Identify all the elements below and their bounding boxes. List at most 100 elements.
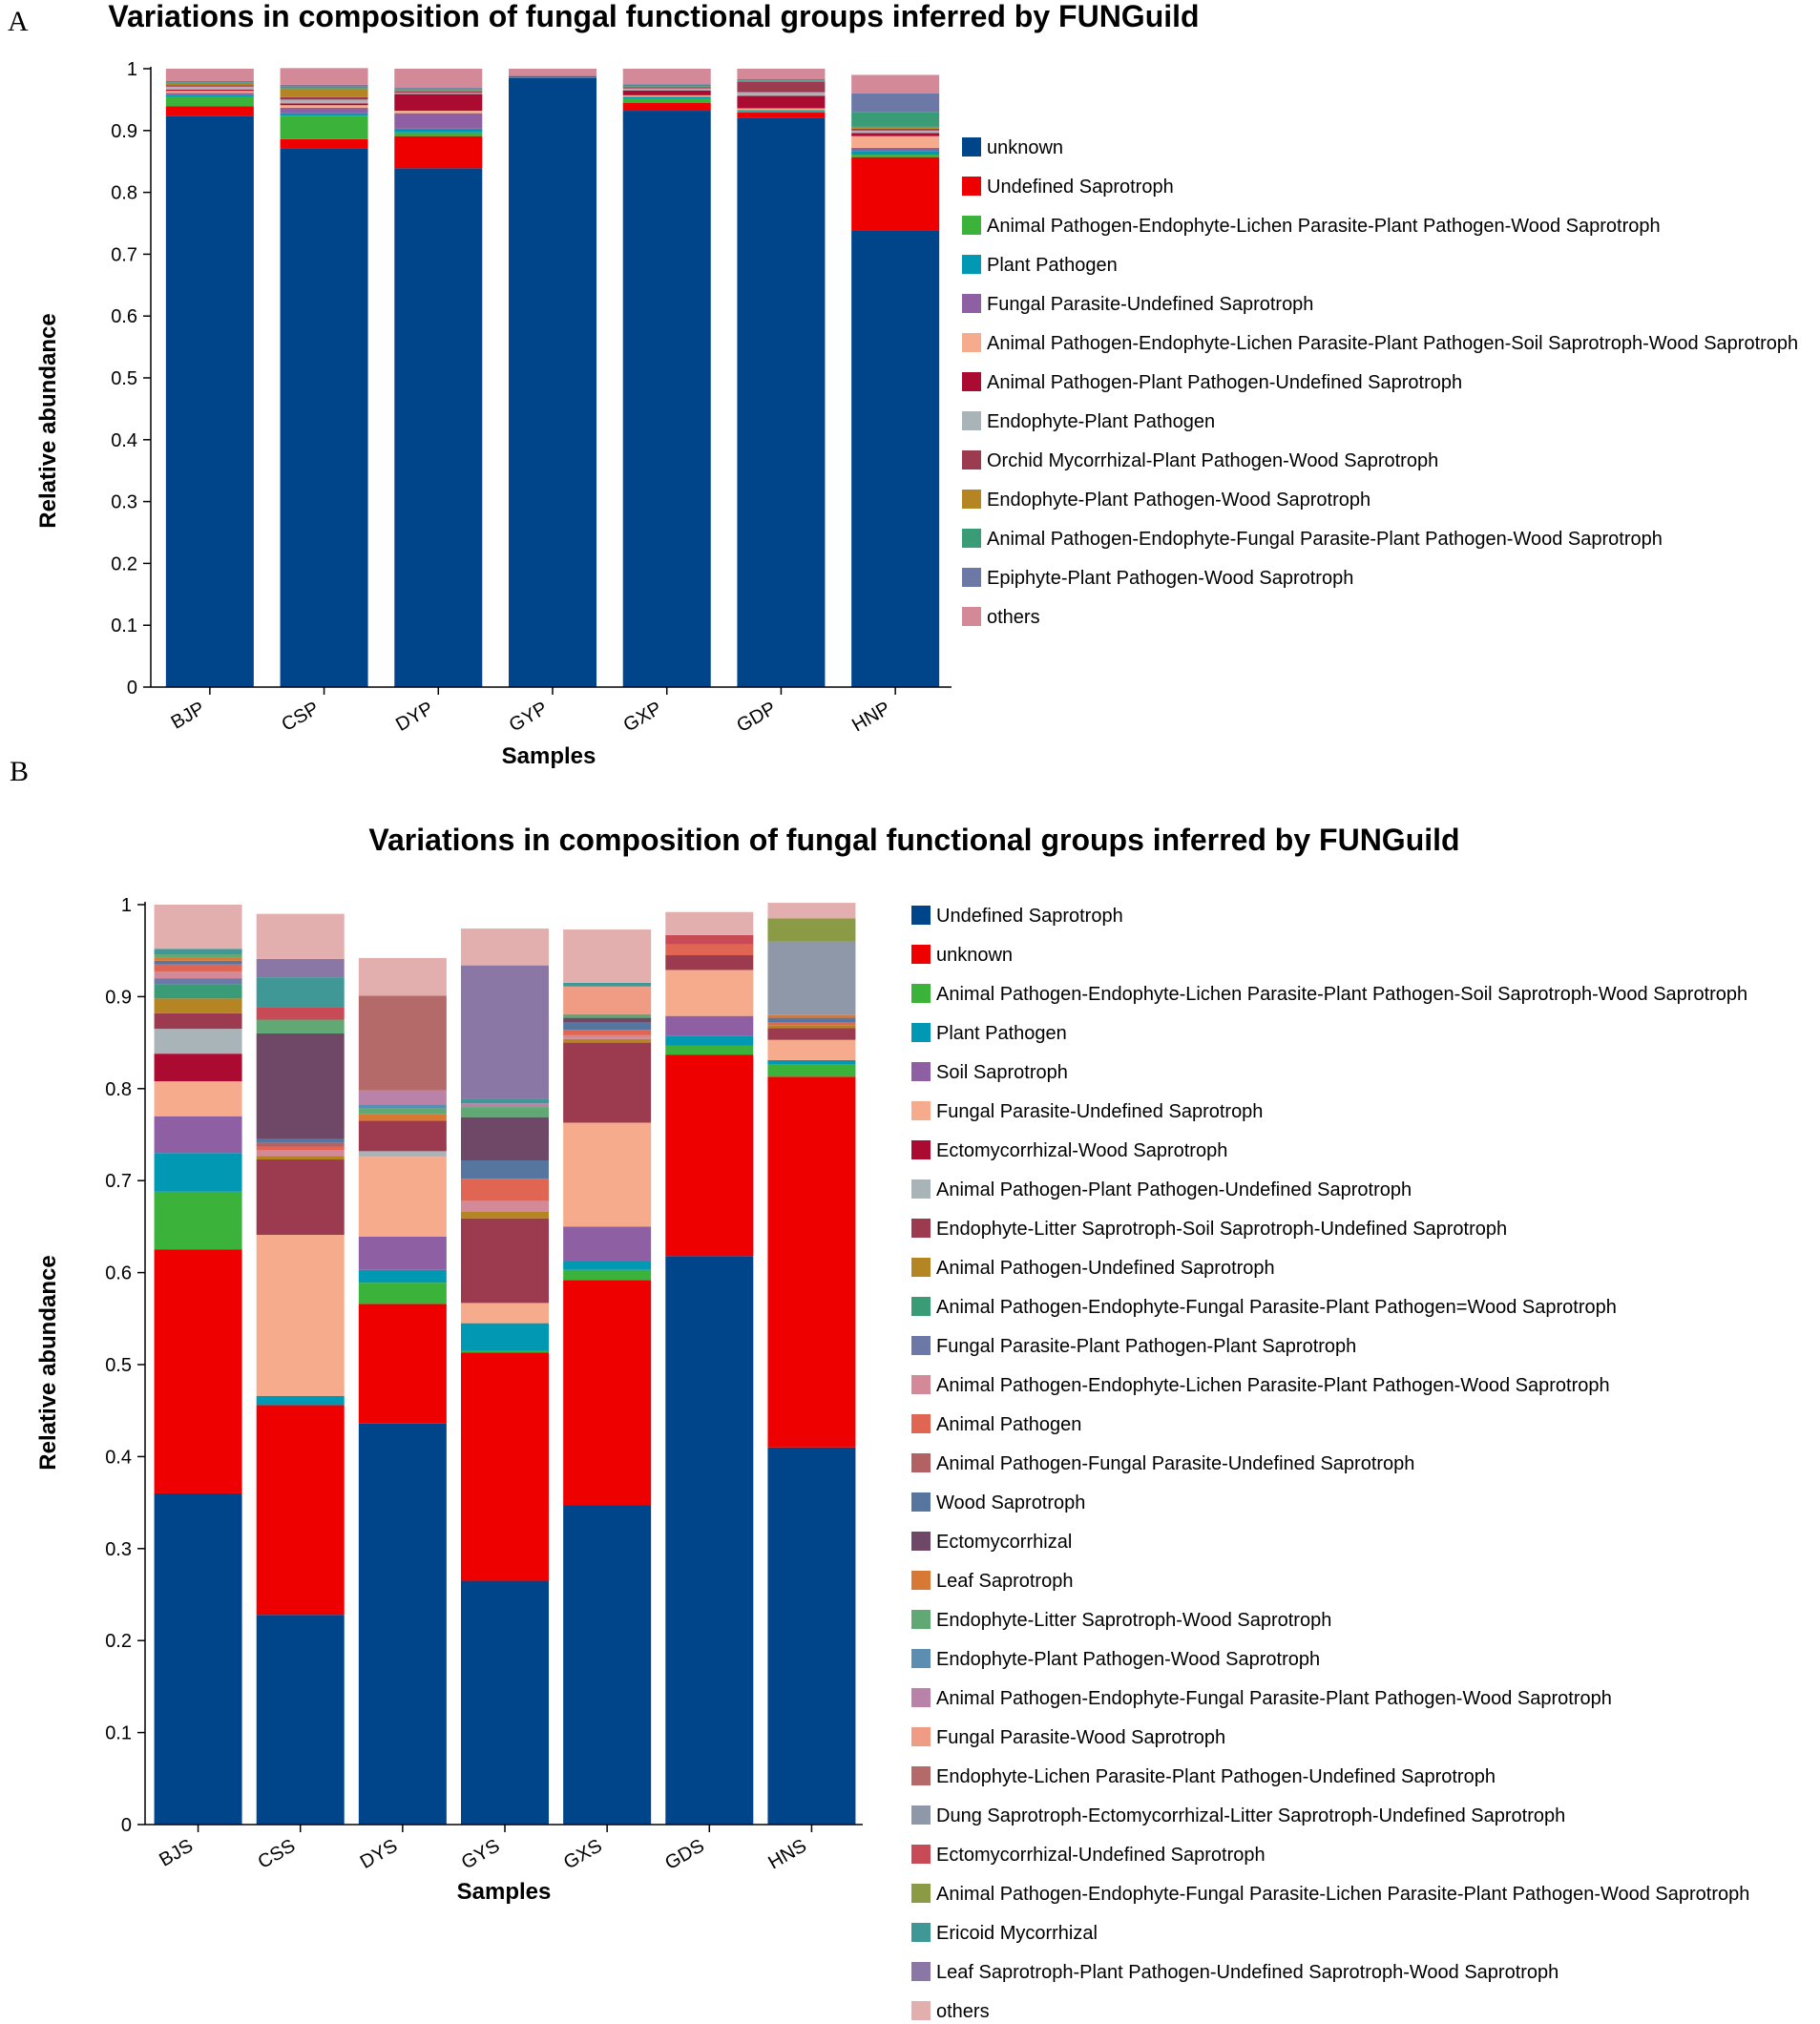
bar-segment — [767, 1064, 856, 1077]
x-tick-label: BJP — [168, 698, 209, 733]
legend-label: Animal Pathogen-Endophyte-Lichen Parasit… — [936, 1375, 1610, 1396]
panel-a-x-axis-title: Samples — [502, 743, 596, 769]
legend-swatch — [911, 1140, 931, 1159]
bar-segment — [154, 1492, 242, 1825]
bar-segment — [851, 136, 940, 148]
bar-segment — [665, 934, 754, 945]
bar-segment — [767, 918, 856, 942]
legend-label: Orchid Mycorrhizal-Plant Pathogen-Wood S… — [987, 450, 1438, 471]
bar-segment — [767, 1017, 856, 1023]
bar-segment — [563, 1505, 652, 1825]
legend-swatch — [911, 1179, 931, 1199]
bar-segment — [767, 1014, 856, 1018]
bar-segment — [622, 96, 711, 99]
bar-segment — [851, 130, 940, 134]
x-tick-label: GXP — [620, 698, 666, 736]
bar-segment — [280, 103, 368, 106]
bar-segment — [622, 88, 711, 91]
bar-segment — [165, 90, 254, 92]
bar-segment — [154, 998, 242, 1013]
bar-segment — [737, 80, 826, 81]
legend-label: Animal Pathogen-Endophyte-Fungal Parasit… — [936, 1297, 1617, 1318]
bar-segment — [563, 1038, 652, 1043]
bar-segment — [280, 88, 368, 97]
legend-swatch — [911, 945, 931, 964]
legend-label: Animal Pathogen-Plant Pathogen-Undefined… — [987, 372, 1462, 393]
y-tick-label: 0.9 — [111, 121, 137, 142]
x-tick-label: CSP — [278, 698, 323, 736]
legend-label: Animal Pathogen — [936, 1414, 1081, 1435]
bar-segment — [394, 93, 483, 94]
bar-segment — [509, 76, 596, 78]
legend-label: others — [936, 2001, 990, 2022]
x-tick-label: BJS — [156, 1835, 197, 1870]
legend-label: Endophyte-Plant Pathogen — [987, 411, 1215, 432]
bar-segment — [154, 1191, 242, 1250]
bar-segment — [622, 84, 711, 86]
legend-swatch — [962, 490, 981, 509]
legend-label: Dung Saprotroph-Ectomycorrhizal-Litter S… — [936, 1805, 1565, 1826]
bar-segment — [737, 92, 826, 96]
bar-segment — [154, 957, 242, 961]
bar-segment — [851, 151, 940, 156]
bar-segment — [256, 1146, 345, 1151]
bar-segment — [394, 90, 483, 92]
legend-swatch — [911, 1336, 931, 1355]
bar-segment — [394, 136, 483, 169]
bar-segment — [394, 91, 483, 94]
bar-segment — [154, 1029, 242, 1054]
x-tick-label: GYS — [458, 1835, 504, 1873]
bar-segment — [563, 986, 652, 1014]
bar-segment — [851, 133, 940, 136]
bar-segment — [154, 1081, 242, 1116]
bar-segment — [563, 1042, 652, 1123]
bar-segment — [563, 1261, 652, 1270]
bar-segment — [280, 107, 368, 114]
legend-swatch — [911, 1962, 931, 1981]
legend-label: Endophyte-Lichen Parasite-Plant Pathogen… — [936, 1766, 1496, 1787]
x-tick-label: DYP — [392, 698, 437, 736]
y-tick-label: 0.4 — [105, 1447, 132, 1468]
legend-label: Epiphyte-Plant Pathogen-Wood Saprotroph — [987, 568, 1353, 589]
y-tick-label: 0 — [127, 678, 137, 699]
bar-segment — [394, 89, 483, 91]
y-tick-label: 0.3 — [111, 492, 137, 513]
legend-swatch — [962, 450, 981, 469]
y-tick-label: 0.6 — [111, 306, 137, 327]
bar-segment — [165, 85, 254, 87]
bar-segment — [394, 128, 483, 133]
legend-label: Fungal Parasite-Wood Saprotroph — [936, 1727, 1225, 1748]
panel-b-x-ticks: BJS CSS DYS GYS GXS GDS HNS — [156, 1825, 813, 1874]
bar-segment — [280, 138, 368, 149]
y-tick-label: 0.1 — [111, 616, 137, 636]
bar-segment — [737, 113, 826, 118]
bar-segment — [461, 1350, 549, 1353]
bar-segment — [665, 970, 754, 1016]
bar-segment — [394, 168, 483, 687]
bar-segment — [737, 117, 826, 687]
bar-segment — [737, 69, 826, 80]
bar-segment — [851, 147, 940, 152]
bar-segment — [665, 944, 754, 956]
legend-swatch — [911, 1766, 931, 1785]
bar-segment — [665, 911, 754, 935]
bar-segment — [165, 82, 254, 84]
legend-swatch — [962, 294, 981, 313]
bar-segment — [509, 69, 596, 76]
bar-segment — [851, 156, 940, 231]
bar-segment — [358, 1090, 447, 1105]
legend-label: Animal Pathogen-Endophyte-Lichen Parasit… — [987, 333, 1798, 354]
bar-segment — [256, 1235, 345, 1396]
bar-segment — [165, 69, 254, 81]
bar-segment — [358, 1237, 447, 1270]
y-tick-label: 0.2 — [111, 553, 137, 574]
bar-segment — [622, 85, 711, 87]
bar-segment — [737, 80, 826, 82]
y-tick-label: 0.8 — [111, 183, 137, 204]
bar-segment — [256, 1138, 345, 1143]
legend-swatch — [911, 1023, 931, 1042]
bar-segment — [622, 87, 711, 89]
bar-segment — [461, 1218, 549, 1304]
bar-segment — [165, 91, 254, 94]
